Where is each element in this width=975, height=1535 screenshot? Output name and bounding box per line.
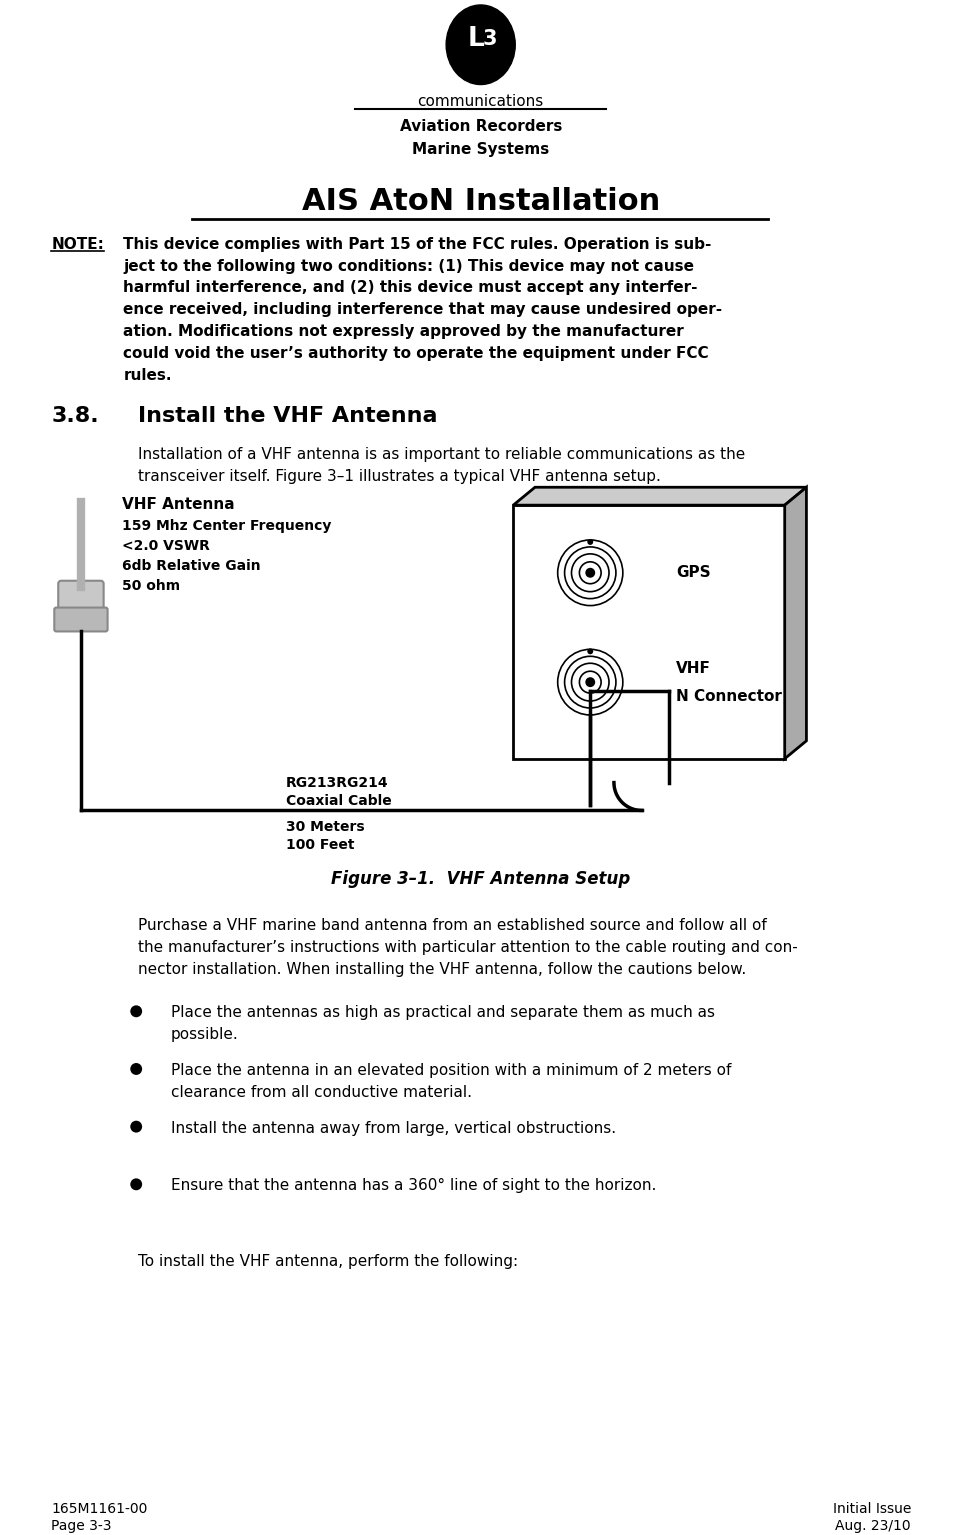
- Text: 50 ohm: 50 ohm: [123, 579, 180, 593]
- Text: Ensure that the antenna has a 360° line of sight to the horizon.: Ensure that the antenna has a 360° line …: [171, 1179, 656, 1193]
- Ellipse shape: [447, 5, 515, 84]
- FancyBboxPatch shape: [55, 608, 107, 631]
- Text: GPS: GPS: [676, 565, 711, 580]
- Text: AIS AtoN Installation: AIS AtoN Installation: [301, 187, 660, 216]
- Text: <2.0 VSWR: <2.0 VSWR: [123, 539, 211, 553]
- Text: Aug. 23/10: Aug. 23/10: [836, 1520, 911, 1533]
- Circle shape: [585, 568, 595, 577]
- Text: Purchase a VHF marine band antenna from an established source and follow all of: Purchase a VHF marine band antenna from …: [138, 918, 767, 933]
- Text: harmful interference, and (2) this device must accept any interfer-: harmful interference, and (2) this devic…: [124, 281, 698, 295]
- Text: clearance from all conductive material.: clearance from all conductive material.: [171, 1085, 472, 1101]
- Text: 100 Feet: 100 Feet: [287, 838, 355, 852]
- Circle shape: [587, 539, 593, 545]
- Text: Initial Issue: Initial Issue: [833, 1501, 911, 1515]
- Text: L: L: [467, 26, 485, 52]
- Text: ence received, including interference that may cause undesired oper-: ence received, including interference th…: [124, 302, 722, 318]
- Text: 30 Meters: 30 Meters: [287, 820, 365, 835]
- Text: possible.: possible.: [171, 1027, 239, 1042]
- Polygon shape: [513, 487, 806, 505]
- Text: Install the VHF Antenna: Install the VHF Antenna: [138, 405, 438, 425]
- Text: Place the antenna in an elevated position with a minimum of 2 meters of: Place the antenna in an elevated positio…: [171, 1064, 731, 1078]
- Text: ject to the following two conditions: (1) This device may not cause: ject to the following two conditions: (1…: [124, 258, 694, 273]
- Text: transceiver itself. Figure 3–1 illustrates a typical VHF antenna setup.: transceiver itself. Figure 3–1 illustrat…: [138, 470, 661, 485]
- Text: 3.8.: 3.8.: [52, 405, 98, 425]
- Text: N Connector: N Connector: [676, 689, 782, 703]
- Text: To install the VHF antenna, perform the following:: To install the VHF antenna, perform the …: [138, 1254, 519, 1269]
- Text: Figure 3–1.  VHF Antenna Setup: Figure 3–1. VHF Antenna Setup: [332, 870, 630, 889]
- Circle shape: [587, 648, 593, 654]
- Text: Aviation Recorders: Aviation Recorders: [400, 120, 562, 135]
- Text: the manufacturer’s instructions with particular attention to the cable routing a: the manufacturer’s instructions with par…: [138, 939, 798, 955]
- Text: 6db Relative Gain: 6db Relative Gain: [123, 559, 261, 573]
- Text: could void the user’s authority to operate the equipment under FCC: could void the user’s authority to opera…: [124, 345, 709, 361]
- Circle shape: [585, 677, 595, 688]
- Text: ation. Modifications not expressly approved by the manufacturer: ation. Modifications not expressly appro…: [124, 324, 684, 339]
- Circle shape: [131, 1179, 142, 1190]
- Text: Install the antenna away from large, vertical obstructions.: Install the antenna away from large, ver…: [171, 1121, 616, 1136]
- Text: This device complies with Part 15 of the FCC rules. Operation is sub-: This device complies with Part 15 of the…: [124, 236, 712, 252]
- Text: Page 3-3: Page 3-3: [52, 1520, 112, 1533]
- Text: Coaxial Cable: Coaxial Cable: [287, 794, 392, 807]
- Text: communications: communications: [417, 95, 544, 109]
- Bar: [513, 505, 785, 758]
- Text: NOTE:: NOTE:: [52, 236, 104, 252]
- Text: Place the antennas as high as practical and separate them as much as: Place the antennas as high as practical …: [171, 1005, 715, 1021]
- Text: nector installation. When installing the VHF antenna, follow the cautions below.: nector installation. When installing the…: [138, 961, 747, 976]
- Text: 159 Mhz Center Frequency: 159 Mhz Center Frequency: [123, 519, 332, 533]
- Text: Installation of a VHF antenna is as important to reliable communications as the: Installation of a VHF antenna is as impo…: [138, 448, 746, 462]
- Circle shape: [131, 1121, 142, 1133]
- Text: rules.: rules.: [124, 368, 172, 382]
- Text: 165M1161-00: 165M1161-00: [52, 1501, 147, 1515]
- Circle shape: [131, 1064, 142, 1074]
- Circle shape: [131, 1005, 142, 1018]
- Polygon shape: [785, 487, 806, 758]
- FancyBboxPatch shape: [58, 580, 103, 614]
- Text: Marine Systems: Marine Systems: [412, 143, 549, 157]
- Text: 3: 3: [483, 29, 497, 49]
- Text: RG213RG214: RG213RG214: [287, 775, 389, 789]
- Text: VHF Antenna: VHF Antenna: [123, 497, 235, 513]
- Text: VHF: VHF: [676, 660, 711, 675]
